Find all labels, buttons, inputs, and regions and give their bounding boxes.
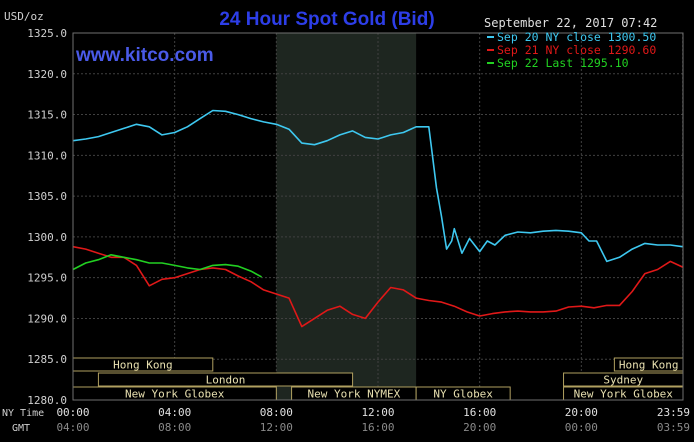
session-label: NY Globex <box>433 388 493 401</box>
x-tick-label-gmt: 08:00 <box>158 421 191 434</box>
y-tick-label: 1305.0 <box>27 190 67 203</box>
y-tick-label: 1280.0 <box>27 394 67 407</box>
watermark-url: www.kitco.com <box>75 45 214 66</box>
session-box: New York NYMEX <box>291 386 417 401</box>
session-label: Sydney <box>603 374 643 387</box>
x-tick-label-gmt: 04:00 <box>56 421 89 434</box>
session-box: New York Globex <box>563 386 684 401</box>
y-tick-label: 1295.0 <box>27 272 67 285</box>
legend-label: Sep 21 NY close 1290.60 <box>497 43 656 57</box>
y-tick-label: 1320.0 <box>27 68 67 81</box>
session-label: New York NYMEX <box>307 388 400 401</box>
x-tick-label-gmt: 20:00 <box>463 421 496 434</box>
legend-label: Sep 20 NY close 1300.50 <box>497 30 656 44</box>
session-label: London <box>206 374 246 387</box>
session-label: Hong Kong <box>619 359 679 372</box>
x-tick-label-gmt: 16:00 <box>361 421 394 434</box>
y-axis-unit-label: USD/oz <box>4 10 44 23</box>
timestamp: September 22, 2017 07:42 <box>484 16 657 30</box>
y-axis: 1325.0 1320.0 1315.0 1310.0 1305.0 1300.0 1295… <box>27 27 67 407</box>
x-tick-label-gmt: 12:00 <box>260 421 293 434</box>
session-box: Hong Kong <box>613 357 684 372</box>
chart-title: 24 Hour Spot Gold (Bid) <box>219 9 434 30</box>
session-label: Hong Kong <box>113 359 173 372</box>
y-tick-label: 1300.0 <box>27 231 67 244</box>
x-tick-label-gmt: 00:00 <box>565 421 598 434</box>
y-tick-label: 1325.0 <box>27 27 67 40</box>
legend-entry: Sep 21 NY close 1290.60 <box>487 43 656 57</box>
x-tick-label-ny: 08:00 <box>260 406 293 419</box>
x-tick-label-ny: 20:00 <box>565 406 598 419</box>
series-layer <box>72 109 684 328</box>
series-line <box>72 109 683 263</box>
x-axis: NY Time GMT 00:00 04:00 04:00 08:00 08:00 12:00… <box>2 406 690 434</box>
session-box: Sydney <box>563 372 684 387</box>
x-tick-label-ny: 12:00 <box>361 406 394 419</box>
series-line <box>72 254 262 278</box>
legend-entry: Sep 20 NY close 1300.50 <box>487 30 656 44</box>
y-tick-label: 1285.0 <box>27 353 67 366</box>
session-box: London <box>97 372 354 387</box>
nymex-shaded-period <box>276 33 417 400</box>
x-tick-label-ny: 00:00 <box>56 406 89 419</box>
x-tick-label-ny: 04:00 <box>158 406 191 419</box>
plot-border <box>72 32 684 401</box>
y-tick-label: 1290.0 <box>27 312 67 325</box>
series-line <box>72 245 684 328</box>
x-tick-label-ny: 16:00 <box>463 406 496 419</box>
session-label: New York Globex <box>125 388 225 401</box>
y-tick-label: 1315.0 <box>27 109 67 122</box>
session-box: New York Globex <box>72 386 277 401</box>
gmt-prefix: GMT <box>12 423 30 434</box>
legend-entry: Sep 22 Last 1295.10 <box>487 56 629 70</box>
session-box-frame <box>97 372 354 387</box>
legend-label: Sep 22 Last 1295.10 <box>497 56 629 70</box>
session-label: New York Globex <box>574 388 674 401</box>
y-tick-label: 1310.0 <box>27 149 67 162</box>
x-tick-label-ny: 23:59 <box>657 406 690 419</box>
ny-time-prefix: NY Time <box>2 408 44 419</box>
session-box: Hong Kong <box>72 357 214 372</box>
x-tick-label-gmt: 03:59 <box>657 421 690 434</box>
session-box: NY Globex <box>415 386 511 401</box>
